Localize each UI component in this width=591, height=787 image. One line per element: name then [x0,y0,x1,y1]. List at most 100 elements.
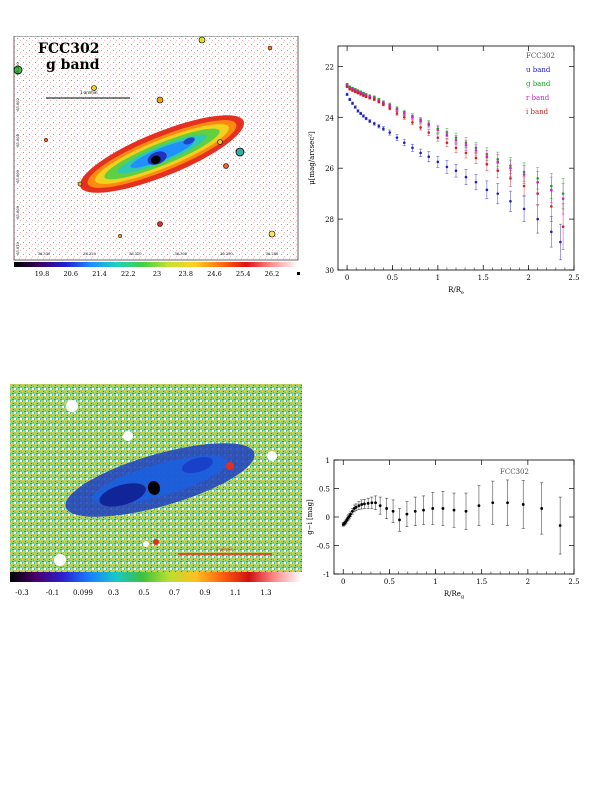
data-point [405,512,409,516]
x-tick-label: 2 [526,578,530,586]
y-tick-label: 24 [325,114,334,122]
colorbar-tick-label: 36.330 [38,252,51,256]
color-map-scale-bar-label: 1 arcmin [216,547,234,552]
legend-entry: g band [526,80,551,88]
g-band-image: FCC302 g band 1 arcmin 36.330 36.320 36.31… [13,35,300,278]
x-tick-label: 1 [433,578,437,586]
data-point [370,501,374,505]
colorbar-tick-label: -0.3 [15,589,29,597]
colorbar-tick-label: 0.099 [73,589,93,597]
data-point [445,141,449,145]
color-map-panel: 1 arcmin -0.3 -0.1 0.099 0.3 0.5 0.7 0.9 1.1 1.3 [10,384,302,598]
data-point [368,119,372,123]
y-tick-label: 0 [326,514,330,522]
y-axis-label: μ[mag/arcsec²] [308,131,316,185]
data-point [474,149,478,152]
data-point [366,501,370,505]
data-point [362,114,365,118]
data-point [353,105,357,109]
data-point [364,117,368,120]
data-point [391,509,395,513]
data-point [382,127,385,131]
x-axis-label-subscript: e [461,290,464,296]
data-point [496,160,500,164]
colorbar-tick-label: 0.9 [199,589,210,597]
data-point [348,98,352,101]
colorbar-tick-label: 0.3 [108,589,119,597]
data-point [522,173,526,176]
colorbar-tick-label: 0.7 [169,589,180,597]
colorbar-tick-label: 25.4 [236,270,250,278]
data-point [436,160,440,164]
data-point [441,507,445,510]
data-point [356,109,360,113]
data-point [368,96,372,100]
data-point [454,146,458,150]
data-point [354,505,358,509]
sb-profile-panel: 0 0.5 1 1.5 2 2.5 22 24 26 28 30 R/Re μ[mag/arcsec²]… [304,28,586,324]
data-point [377,100,381,104]
data-point [536,192,539,195]
data-point [402,115,406,119]
data-point [427,155,431,159]
colorbar-tick-label: 20.6 [64,270,78,278]
legend-entry: u band [526,66,551,74]
color-profile-chart: 0 0.5 1 1.5 2 2.5 -1 -0.5 0 0.5 1 R/Reg g−i [mag] FCC… [306,457,580,600]
dec-tick-label: -35.308 [16,205,20,220]
data-point [522,207,526,211]
data-point [411,115,414,119]
colorbar-1 [14,262,298,267]
data-point [536,217,539,221]
colorbar-tick-label: 36.320 [83,252,96,256]
point-sources [13,36,276,239]
data-point [395,108,399,111]
data-point [348,87,352,91]
data-point [351,509,354,513]
data-point [402,112,406,115]
masked-sources [54,400,277,566]
data-point [454,138,458,142]
data-point [353,90,357,94]
data-point [485,163,489,166]
colorbar-tick-label: 23 [153,270,161,278]
x-axis-label: R/Reg [444,590,464,600]
colorbar-tick-label: 26.2 [265,270,279,278]
data-point [419,119,422,123]
x-axis-label-subscript: g [461,594,464,600]
data-point [345,85,349,89]
image-title-line1: FCC302 [38,41,99,57]
data-point [411,146,414,150]
colorbar-tick-label: -0.1 [46,589,60,597]
color-map-image: 1 arcmin -0.3 -0.1 0.099 0.3 0.5 0.7 0.9 1.1 1.3 [10,384,302,597]
data-point [561,225,565,229]
data-point [431,507,435,510]
colorbar-tick-label: 23.8 [179,270,193,278]
colorbar-tick-label: 21.4 [92,270,106,278]
legend-entry: i band [526,108,549,116]
galaxy-color [65,443,255,517]
data-point [388,104,392,108]
data-point [521,503,525,506]
data-point [373,122,376,125]
data-point [360,503,364,506]
data-point [351,101,354,105]
colorbar-tick-label: 36.310 [129,252,142,256]
colorbar-2-tick-labels: -0.3 -0.1 0.099 0.3 0.5 0.7 0.9 1.1 1.3 [15,589,271,597]
data-point [522,184,526,188]
data-point [349,512,353,516]
data-point [357,504,361,507]
data-point [509,177,512,180]
data-point [436,136,440,139]
data-point [373,98,376,101]
y-tick-label: 0.5 [319,486,330,494]
data-point [454,169,458,173]
data-point [382,103,385,106]
x-tick-label: 1.5 [476,578,487,586]
sb-profile-chart: 0 0.5 1 1.5 2 2.5 22 24 26 28 30 R/Re μ[mag/arcsec²]… [308,45,580,296]
colorbar-tick-label: 24.6 [207,270,221,278]
data-point [561,197,565,201]
dec-tick-label: -35.310 [16,241,20,256]
data-point [464,509,468,513]
colorbar-tick-label: 36.280 [266,252,279,256]
color-profile-panel: 0 0.5 1 1.5 2 2.5 -1 -0.5 0 0.5 1 R/Reg g−i [mag] FCC… [304,446,586,608]
